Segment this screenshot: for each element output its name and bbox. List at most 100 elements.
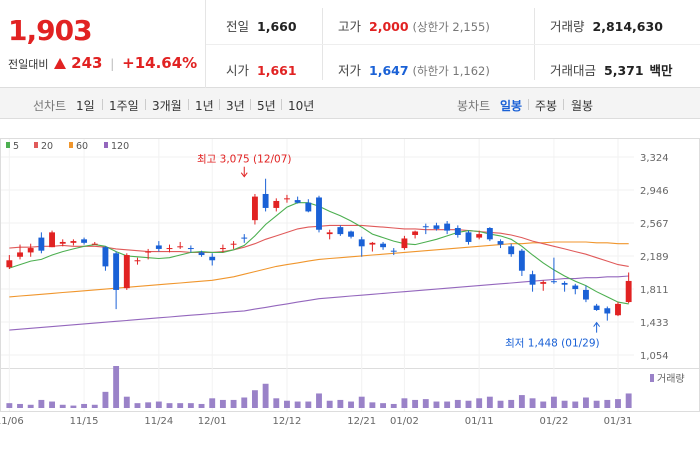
candle-body — [529, 274, 536, 285]
legend-label: 20 — [41, 141, 53, 152]
volume-bar — [380, 403, 387, 408]
candle-body — [145, 251, 152, 253]
candle-body — [433, 225, 440, 229]
tab-5y[interactable]: 5년 — [257, 99, 276, 113]
candle-body — [198, 252, 205, 256]
volume-bar — [529, 398, 536, 408]
candle-body — [6, 260, 13, 268]
tab-separator — [219, 99, 220, 110]
tab-daily[interactable]: 일봉 — [500, 99, 523, 113]
up-triangle-icon — [54, 58, 67, 69]
volume-bar — [59, 404, 66, 408]
stat-label: 거래대금 — [550, 63, 597, 78]
stats-grid: 전일 1,660 시가 1,661 고가 2,000 (상한가 2,155) 저가 1,… — [206, 0, 700, 88]
ma120-line — [9, 275, 629, 331]
legend-label: 120 — [111, 141, 129, 152]
volume-bar — [476, 398, 483, 408]
candle-body — [401, 238, 408, 249]
candle-body — [294, 200, 301, 203]
volume-bar — [166, 403, 173, 408]
volume-bar — [326, 400, 333, 408]
change-separator: | — [110, 57, 115, 71]
lower-limit: (하한가 1,162) — [412, 64, 490, 78]
volume-bar — [358, 396, 365, 408]
volume-bar — [444, 401, 451, 408]
volume-bar — [518, 395, 525, 408]
volume-bar — [625, 393, 632, 408]
candle-body — [422, 226, 429, 228]
x-tick-label: 11/15 — [70, 416, 99, 427]
x-tick-label: 01/31 — [604, 416, 633, 427]
candle-body — [17, 252, 23, 257]
candle-body — [123, 255, 130, 289]
volume-bar — [209, 398, 216, 408]
low-annotation: 최저 1,448 (01/29) — [505, 338, 600, 350]
volume-bar — [284, 400, 290, 408]
high-arrow-head — [240, 172, 248, 178]
tab-10y[interactable]: 10년 — [288, 99, 315, 113]
volume-bar — [604, 399, 611, 408]
tab-1y[interactable]: 1년 — [195, 99, 214, 113]
volume-bar — [134, 403, 141, 408]
volume-bar — [583, 397, 589, 408]
stat-label: 시가 — [226, 63, 250, 78]
x-tick-label: 11/24 — [144, 416, 173, 427]
tab-separator — [563, 99, 564, 110]
volume-bar — [113, 366, 120, 408]
volume-bar — [486, 396, 493, 408]
volume-bar — [230, 399, 237, 408]
volume-bar — [273, 398, 280, 408]
candle-body — [615, 303, 621, 316]
legend-swatch — [69, 142, 73, 148]
candle-body — [102, 247, 109, 267]
tab-1w[interactable]: 1주일 — [109, 99, 139, 113]
x-tick-label: 12/21 — [347, 416, 376, 427]
candlestick-chart[interactable]: 3,324 2,946 2,567 2,189 1,811 1,433 1,054 11/06… — [0, 120, 700, 450]
tab-separator — [102, 99, 103, 110]
volume-bar — [422, 399, 429, 408]
candle-body — [284, 198, 290, 200]
candle-body — [91, 243, 98, 245]
volume-bar — [593, 400, 600, 408]
tab-weekly[interactable]: 주봉 — [535, 99, 558, 113]
divider — [206, 44, 700, 45]
tab-monthly[interactable]: 월봉 — [571, 99, 594, 113]
volume-bar — [337, 399, 344, 408]
tab-3m[interactable]: 3개월 — [152, 99, 182, 113]
tab-separator — [250, 99, 251, 110]
tab-3y[interactable]: 3년 — [226, 99, 245, 113]
volume-bar — [572, 401, 579, 408]
current-price: 1,903 — [8, 14, 93, 47]
candle-body — [113, 253, 120, 290]
y-tick-label: 3,324 — [640, 153, 669, 164]
stat-value: 1,647 — [369, 63, 409, 78]
stat-low: 저가 1,647 (하한가 1,162) — [338, 60, 490, 79]
candle-body — [497, 241, 504, 245]
volume-bar — [6, 403, 13, 408]
stock-summary: 1,903 전일대비 243 | +14.64% 전일 1,660 시가 1,661… — [0, 0, 700, 88]
volume-bar — [177, 403, 184, 408]
ma60-line — [9, 241, 629, 298]
volume-bar — [465, 400, 472, 408]
volume-label: 거래량 — [657, 373, 685, 385]
y-tick-label: 1,054 — [640, 351, 669, 362]
volume-bar — [454, 399, 461, 408]
change-percent: +14.64% — [122, 54, 198, 72]
tab-1d[interactable]: 1일 — [76, 99, 95, 113]
chart-svg: 3,324 2,946 2,567 2,189 1,811 1,433 1,054 11/06… — [0, 138, 700, 427]
stat-unit: 백만 — [649, 63, 673, 78]
candle-body — [348, 231, 354, 237]
y-tick-label: 2,946 — [640, 186, 669, 197]
volume-bar — [369, 402, 376, 408]
volume-bar — [262, 383, 269, 408]
stat-value: 2,814,630 — [592, 19, 663, 34]
candle-body — [241, 237, 248, 239]
candle-body — [305, 202, 312, 212]
candle-body — [593, 305, 600, 310]
candle-body — [251, 196, 258, 221]
candle-body — [166, 248, 173, 250]
stat-label: 전일 — [226, 19, 250, 34]
high-annotation: 최고 3,075 (12/07) — [197, 154, 292, 166]
x-tick-label: 12/12 — [273, 416, 302, 427]
candle-body — [476, 234, 483, 238]
